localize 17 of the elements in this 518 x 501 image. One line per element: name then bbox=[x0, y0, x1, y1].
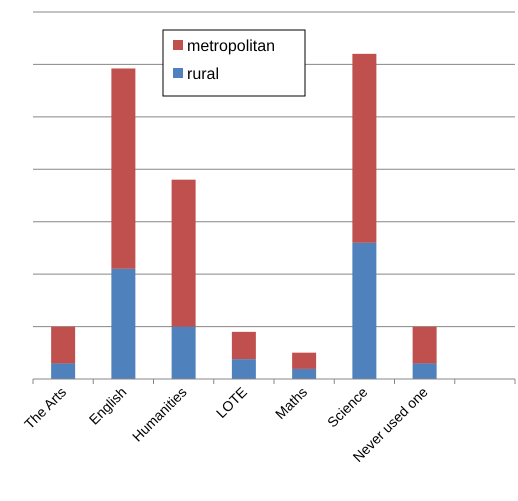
bar bbox=[172, 180, 196, 327]
bar bbox=[292, 352, 316, 369]
legend-label: rural bbox=[187, 66, 220, 83]
bar bbox=[412, 326, 437, 364]
bar bbox=[51, 326, 76, 364]
bar bbox=[172, 326, 196, 379]
bar bbox=[412, 363, 437, 379]
bar bbox=[232, 359, 256, 379]
bar bbox=[51, 363, 76, 379]
bar bbox=[232, 332, 256, 360]
bar bbox=[292, 368, 316, 379]
bar bbox=[111, 268, 136, 379]
bar bbox=[111, 68, 136, 269]
bar bbox=[352, 242, 376, 379]
legend-label: metropolitan bbox=[187, 38, 276, 55]
bar bbox=[352, 54, 376, 243]
x-tick-label: The Arts bbox=[21, 384, 70, 432]
